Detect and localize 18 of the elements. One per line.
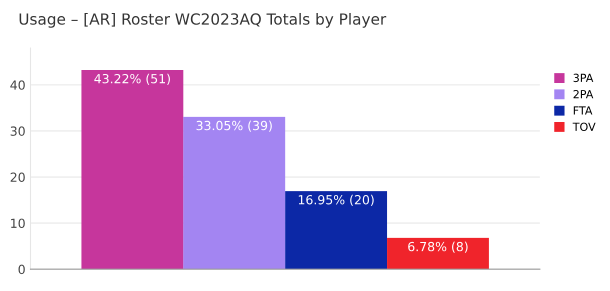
legend-label: TOV [572,122,596,131]
y-tick-label: 10 [11,218,25,228]
bar [387,238,489,270]
y-tick-label: 20 [10,172,25,182]
bar [183,116,286,270]
legend-label: 2PA [574,90,594,98]
legend-label: 3PA [574,74,594,82]
bar [81,70,184,270]
legend-label: FTA [574,106,592,115]
y-tick-label: 30 [10,126,25,136]
data-label: 33.05% (39) [196,120,272,132]
bar [285,191,388,270]
y-tick-label: 40 [10,80,25,90]
data-label: 43.22% (51) [94,74,170,85]
y-tick-label: 0 [18,264,25,274]
chart-title: Usage – [AR] Roster WC2023AQ Totals by Player [20,12,386,28]
data-label: 16.95% (20) [298,194,374,206]
data-label: 6.78% (8) [408,242,468,253]
